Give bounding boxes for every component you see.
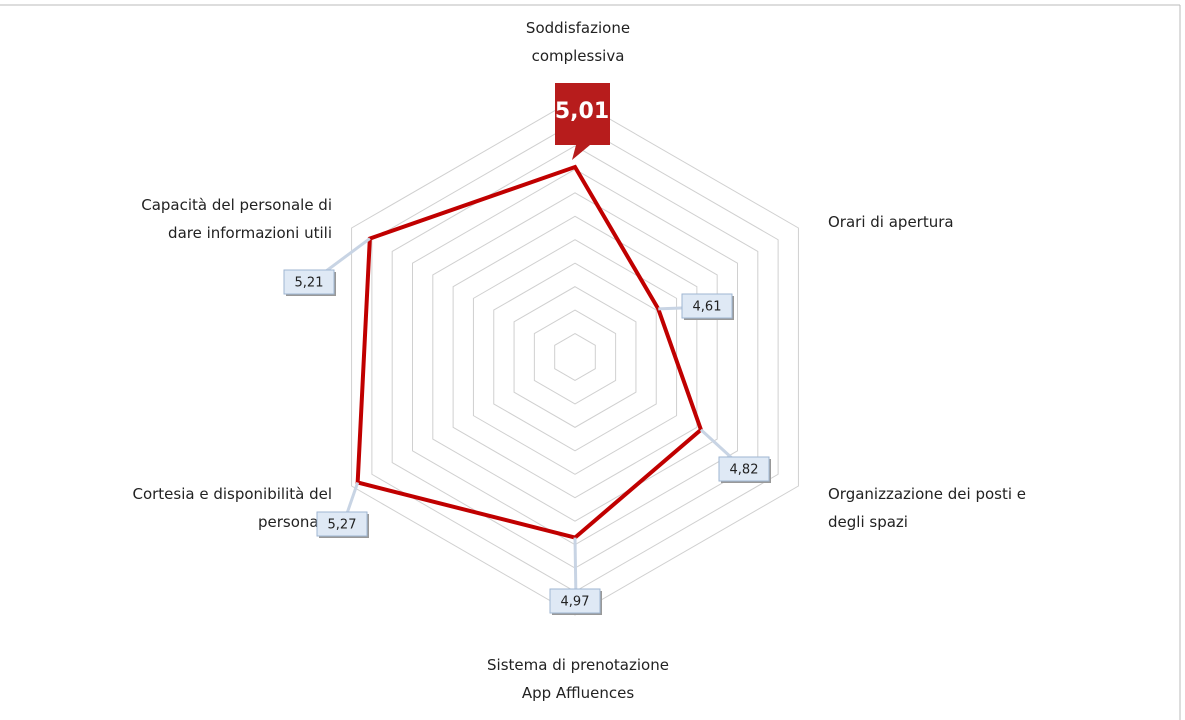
category-label: Sistema di prenotazione App Affluences: [487, 656, 669, 702]
value-label-box: [681, 293, 733, 319]
category-label: Cortesia e disponibilità del personale: [132, 485, 332, 531]
category-line: complessiva: [532, 47, 625, 65]
value-label-box: [283, 269, 335, 295]
grid-ring: [493, 262, 657, 452]
category-line: personale: [258, 513, 332, 531]
value-label: 5,21: [295, 276, 324, 291]
category-label: Orari di apertura: [828, 213, 954, 231]
category-line: Organizzazione dei posti e: [828, 485, 1026, 503]
category-line: Cortesia e disponibilità del: [132, 485, 332, 503]
category-line: Orari di apertura: [828, 213, 954, 231]
grid-ring: [432, 192, 718, 522]
category-line: Sistema di prenotazione: [487, 656, 669, 674]
category-line: Soddisfazione: [526, 19, 630, 37]
category-label: Organizzazione dei posti e degli spazi: [828, 485, 1026, 531]
grid-ring: [472, 239, 678, 475]
value-label: 4,61: [693, 300, 722, 315]
value-label-box: [549, 588, 601, 614]
grid-ring: [554, 332, 596, 382]
value-label: 4,82: [730, 463, 759, 478]
grid-ring: [533, 309, 617, 405]
category-line: degli spazi: [828, 513, 908, 531]
value-label: 5,01: [555, 99, 609, 124]
value-label: 4,97: [561, 595, 590, 610]
grid-ring: [513, 286, 637, 428]
value-label-box: [555, 83, 610, 160]
grid-ring: [412, 168, 738, 546]
value-label-box: [718, 456, 770, 482]
value-label: 5,27: [328, 518, 357, 533]
category-line: App Affluences: [522, 684, 635, 702]
category-line: Capacità del personale di: [141, 196, 332, 214]
category-label: Capacità del personale di dare informazio…: [141, 196, 332, 242]
radar-line: [355, 164, 704, 540]
category-line: dare informazioni utili: [168, 224, 332, 242]
grid-ring: [452, 215, 698, 499]
category-label: Soddisfazione complessiva: [526, 19, 630, 65]
value-label-box: [316, 511, 368, 537]
